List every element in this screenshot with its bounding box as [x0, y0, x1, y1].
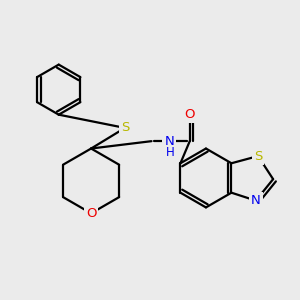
- Text: S: S: [254, 150, 262, 163]
- Text: S: S: [121, 122, 129, 134]
- Text: O: O: [184, 108, 195, 121]
- Text: O: O: [86, 207, 96, 220]
- Text: N: N: [164, 135, 174, 148]
- Text: N: N: [251, 194, 261, 207]
- Text: H: H: [166, 146, 175, 159]
